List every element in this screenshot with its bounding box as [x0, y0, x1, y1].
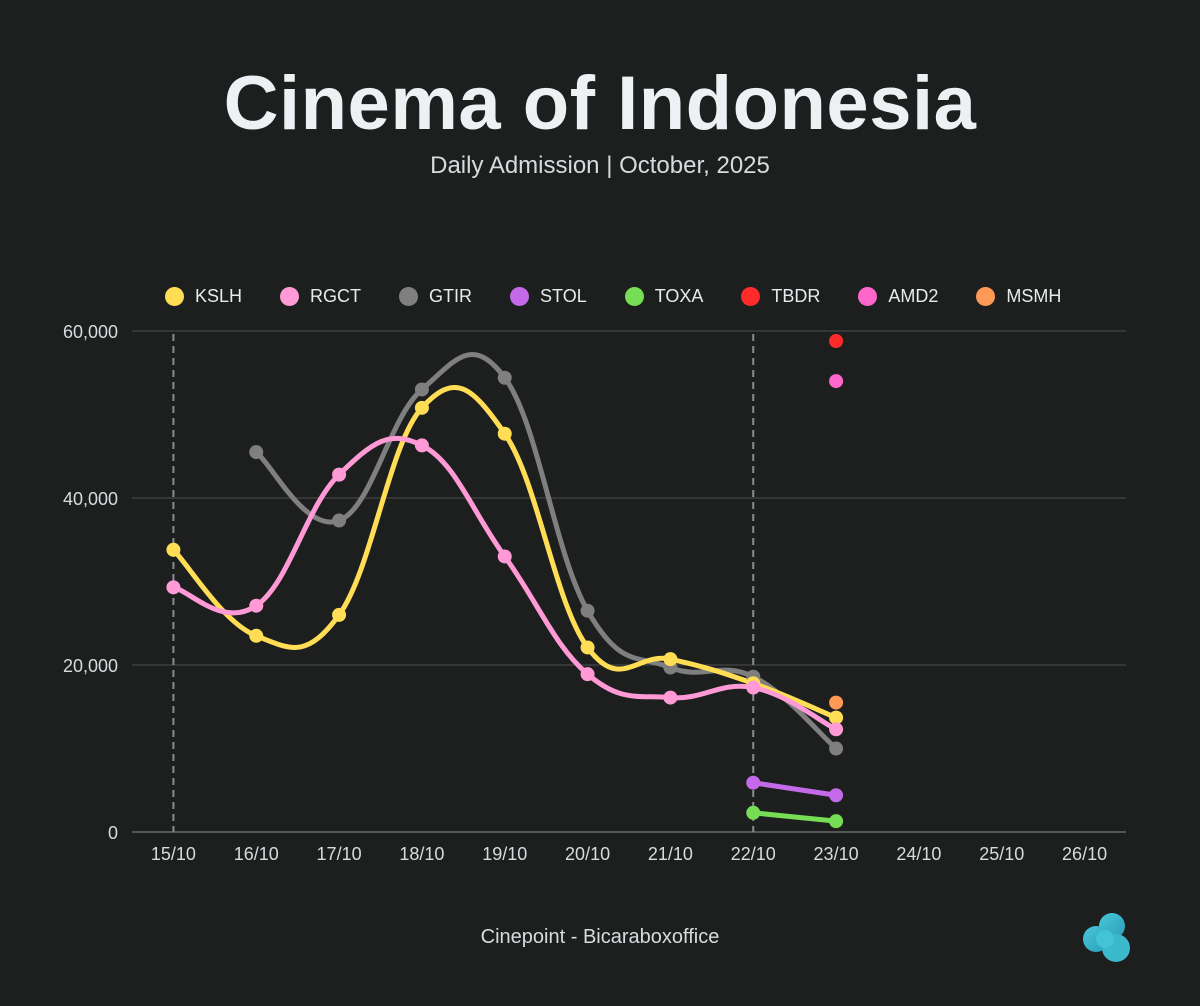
data-point-rgct — [332, 467, 347, 482]
legend-item-rgct: RGCT — [280, 286, 361, 307]
y-tick-label: 60,000 — [63, 322, 118, 342]
data-point-rgct — [497, 549, 512, 564]
legend-item-msmh: MSMH — [976, 286, 1061, 307]
legend-marker-icon — [858, 286, 878, 306]
data-point-toxa — [829, 814, 844, 829]
data-point-gtir — [249, 445, 264, 460]
data-point-kslh — [663, 652, 678, 667]
x-tick-label: 24/10 — [896, 844, 941, 864]
data-point-kslh — [414, 400, 429, 415]
legend-label: AMD2 — [888, 285, 939, 306]
brand-logo-icon — [1083, 913, 1130, 962]
legend-item-kslh: KSLH — [165, 286, 242, 307]
legend-marker-icon — [165, 286, 184, 306]
legend-label: TBDR — [771, 285, 821, 306]
legend-marker-icon — [741, 286, 761, 306]
y-tick-label: 20,000 — [63, 656, 118, 676]
legend-item-stol: STOL — [510, 286, 587, 307]
x-tick-label: 25/10 — [979, 844, 1024, 864]
legend-item-tbdr: TBDR — [741, 286, 820, 307]
data-point-amd2 — [829, 374, 844, 389]
x-tick-label: 19/10 — [482, 844, 527, 864]
legend-label: GTIR — [429, 285, 473, 306]
legend-marker-icon — [624, 286, 644, 306]
legend-label: MSMH — [1006, 285, 1062, 306]
legend-label: RGCT — [310, 285, 362, 306]
data-point-kslh — [497, 426, 512, 441]
data-point-rgct — [249, 598, 264, 613]
data-point-gtir — [332, 513, 347, 528]
legend-item-gtir: GTIR — [399, 286, 472, 307]
x-tick-label: 20/10 — [565, 844, 610, 864]
legend-label: STOL — [540, 285, 587, 306]
data-point-kslh — [166, 542, 181, 557]
x-tick-label: 15/10 — [151, 844, 196, 864]
data-point-kslh — [249, 628, 264, 643]
chart-legend: KSLH RGCT GTIR STOL TOXA TBDR AMD2 MSMH — [165, 282, 1061, 310]
data-point-rgct — [580, 667, 595, 682]
data-point-stol — [829, 788, 844, 803]
series-line-stol — [750, 780, 839, 798]
data-point-rgct — [166, 580, 181, 595]
data-point-kslh — [580, 640, 595, 655]
legend-marker-icon — [510, 286, 530, 306]
legend-item-amd2: AMD2 — [858, 286, 938, 307]
y-tick-label: 0 — [108, 823, 118, 843]
x-tick-label: 26/10 — [1062, 844, 1107, 864]
data-point-rgct — [829, 722, 844, 737]
series-line-toxa — [750, 810, 839, 824]
x-tick-label: 21/10 — [648, 844, 693, 864]
legend-marker-icon — [280, 286, 300, 306]
legend-label: TOXA — [654, 285, 704, 306]
source-credit: Cinepoint - Bicaraboxoffice — [480, 926, 720, 948]
series-line-gtir — [253, 352, 839, 751]
data-point-toxa — [746, 805, 761, 820]
y-tick-label: 40,000 — [63, 489, 118, 509]
data-point-tbdr — [829, 334, 844, 349]
x-tick-label: 23/10 — [814, 844, 859, 864]
data-point-gtir — [414, 382, 429, 397]
legend-item-toxa: TOXA — [624, 285, 704, 307]
legend-label: KSLH — [195, 285, 243, 306]
data-point-rgct — [414, 438, 429, 453]
legend-marker-icon — [399, 286, 419, 306]
data-point-gtir — [580, 603, 595, 618]
data-point-stol — [746, 775, 761, 790]
data-point-kslh — [829, 710, 844, 725]
x-tick-label: 22/10 — [731, 844, 776, 864]
x-tick-label: 16/10 — [234, 844, 279, 864]
data-point-rgct — [746, 680, 761, 695]
x-tick-label: 18/10 — [399, 844, 444, 864]
x-tick-label: 17/10 — [317, 844, 362, 864]
chart-subtitle: Daily Admission | October, 2025 — [430, 152, 770, 179]
chart-title: Cinema of Indonesia — [223, 61, 977, 146]
legend-marker-icon — [976, 286, 996, 306]
data-point-rgct — [663, 690, 678, 705]
data-point-kslh — [332, 607, 347, 622]
data-point-gtir — [829, 741, 844, 756]
data-point-msmh — [829, 695, 844, 710]
data-point-gtir — [497, 370, 512, 385]
series-line-rgct — [170, 435, 839, 732]
